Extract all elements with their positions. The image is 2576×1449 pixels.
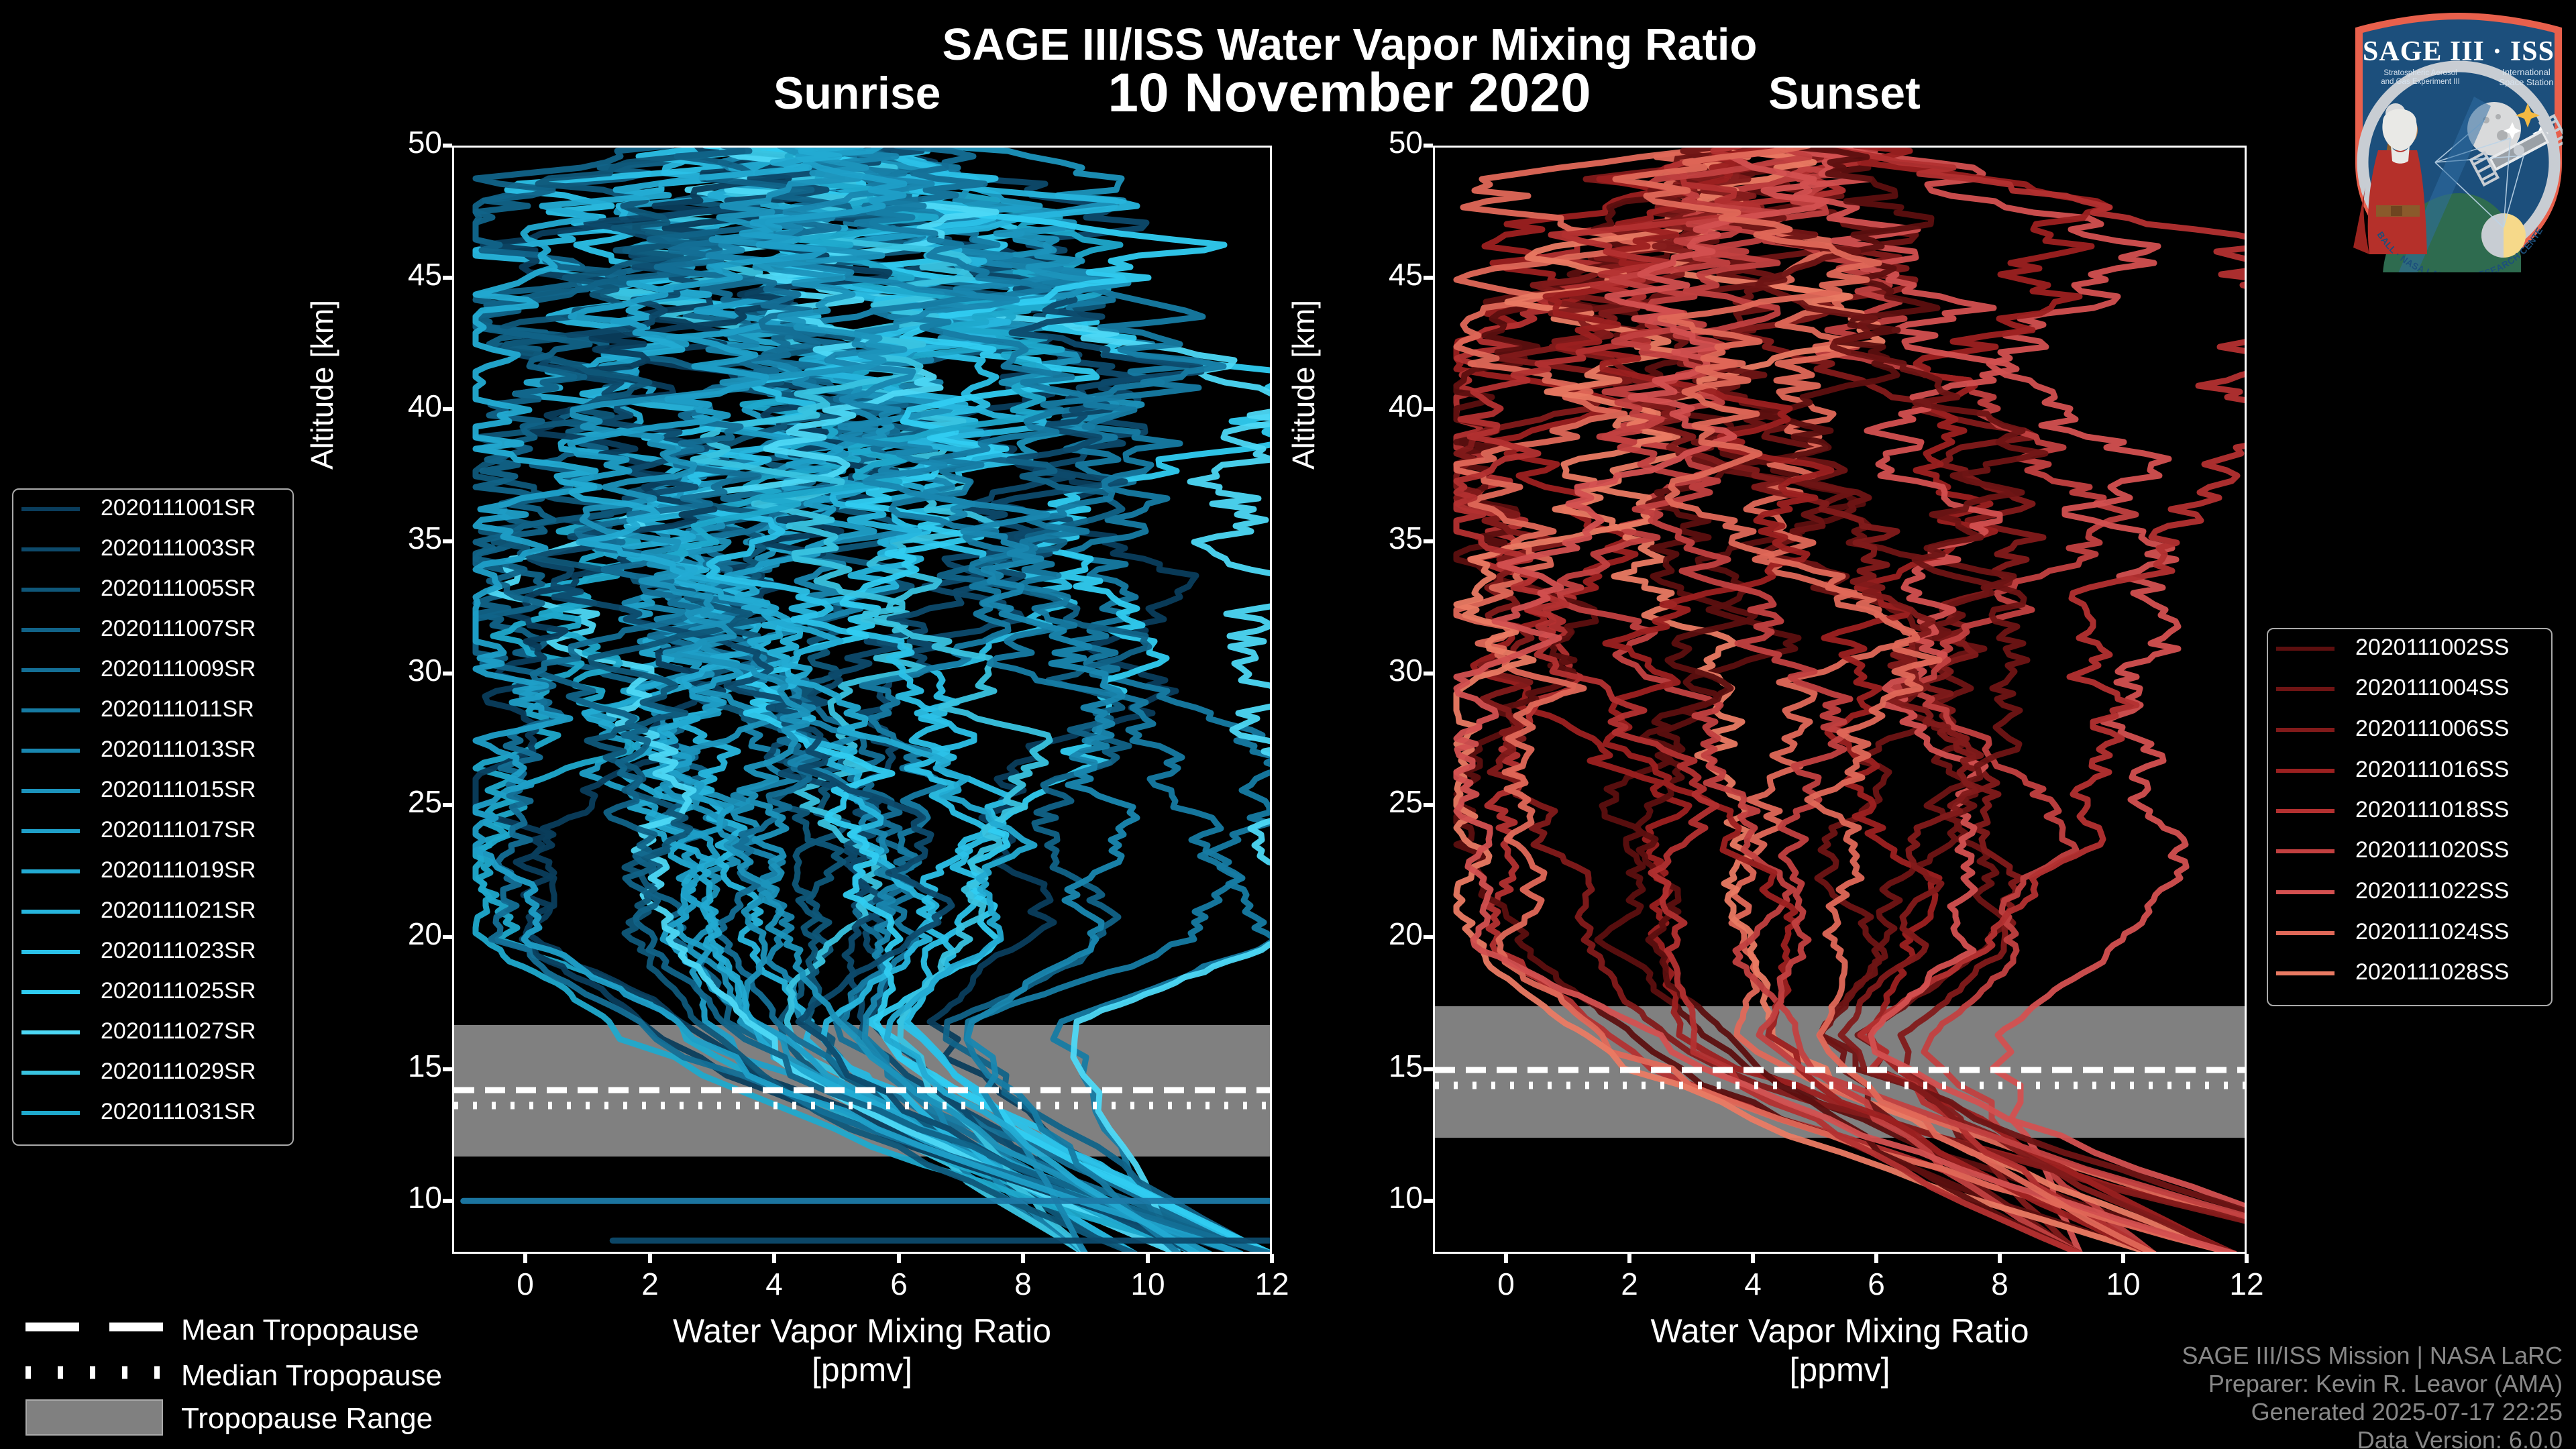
svg-text:and Gas Experiment III: and Gas Experiment III [2381,78,2460,86]
svg-text:SAGE III · ISS: SAGE III · ISS [2363,36,2555,67]
svg-text:Space Station: Space Station [2500,77,2554,87]
svg-text:Stratospheric Aerosol: Stratospheric Aerosol [2383,69,2457,77]
svg-text:International: International [2502,67,2551,77]
